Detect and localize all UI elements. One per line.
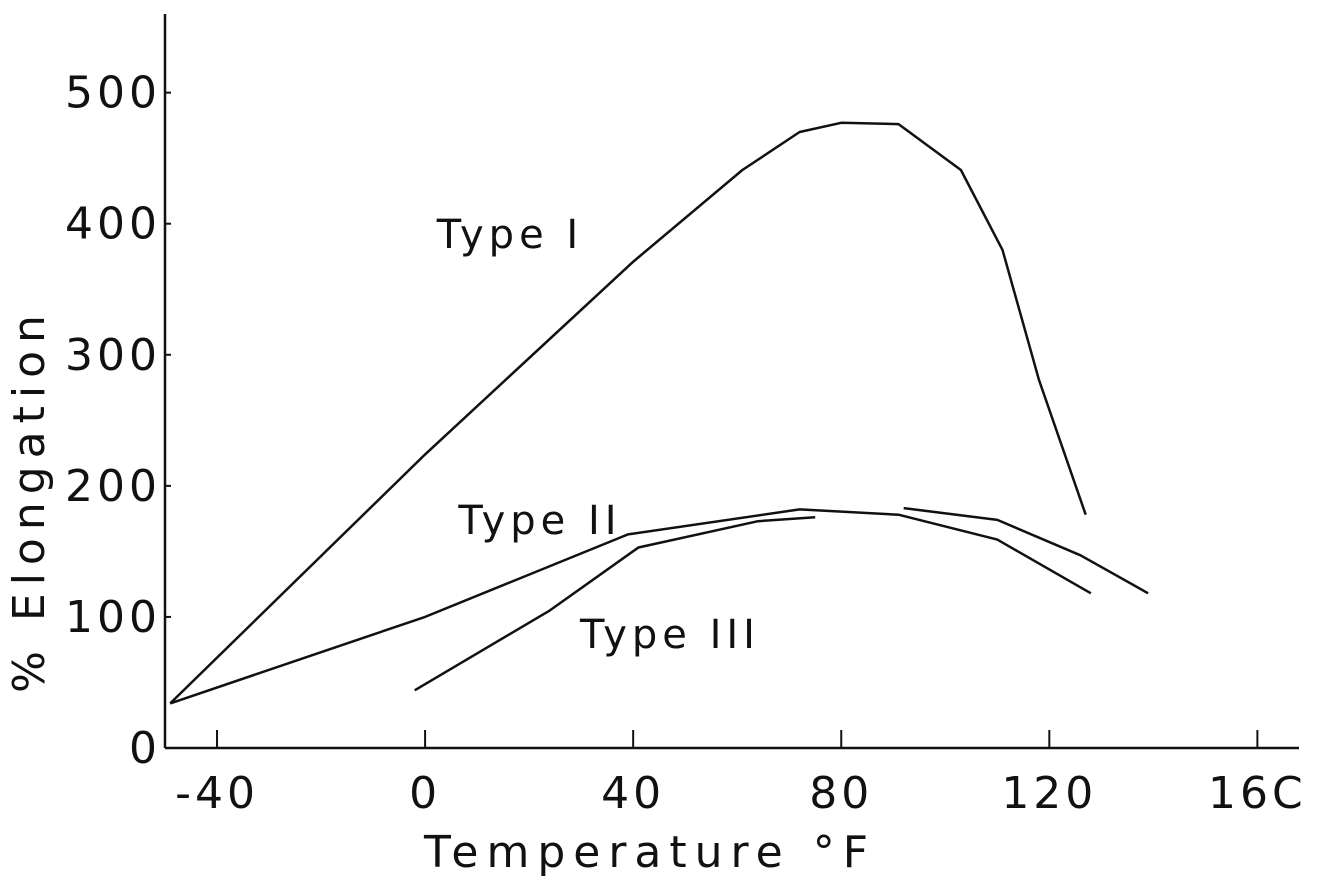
y-tick-label: 200 — [65, 461, 161, 512]
x-tick-label: 16C — [1208, 768, 1307, 819]
series-line — [414, 516, 816, 692]
series-label: Type II — [457, 498, 621, 544]
y-tick-label: 500 — [65, 68, 161, 119]
series-line — [169, 508, 1092, 705]
y-tick-label: 0 — [129, 723, 161, 774]
series-line — [903, 506, 1149, 595]
x-tick-label: 80 — [809, 768, 873, 819]
x-tick-label: 0 — [409, 768, 441, 819]
x-tick-label: 40 — [601, 768, 665, 819]
y-tick-label: 300 — [65, 330, 161, 381]
x-tick-label: -40 — [175, 768, 259, 819]
series-label: Type I — [436, 212, 583, 258]
x-tick-label: 120 — [1001, 768, 1097, 819]
y-tick-label: 100 — [65, 592, 161, 643]
y-tick-label: 400 — [65, 199, 161, 250]
series-line — [169, 121, 1087, 705]
x-axis-title: Temperature °F — [423, 827, 876, 878]
series-label: Type III — [579, 612, 760, 658]
y-axis-title: % Elongation — [4, 307, 55, 693]
